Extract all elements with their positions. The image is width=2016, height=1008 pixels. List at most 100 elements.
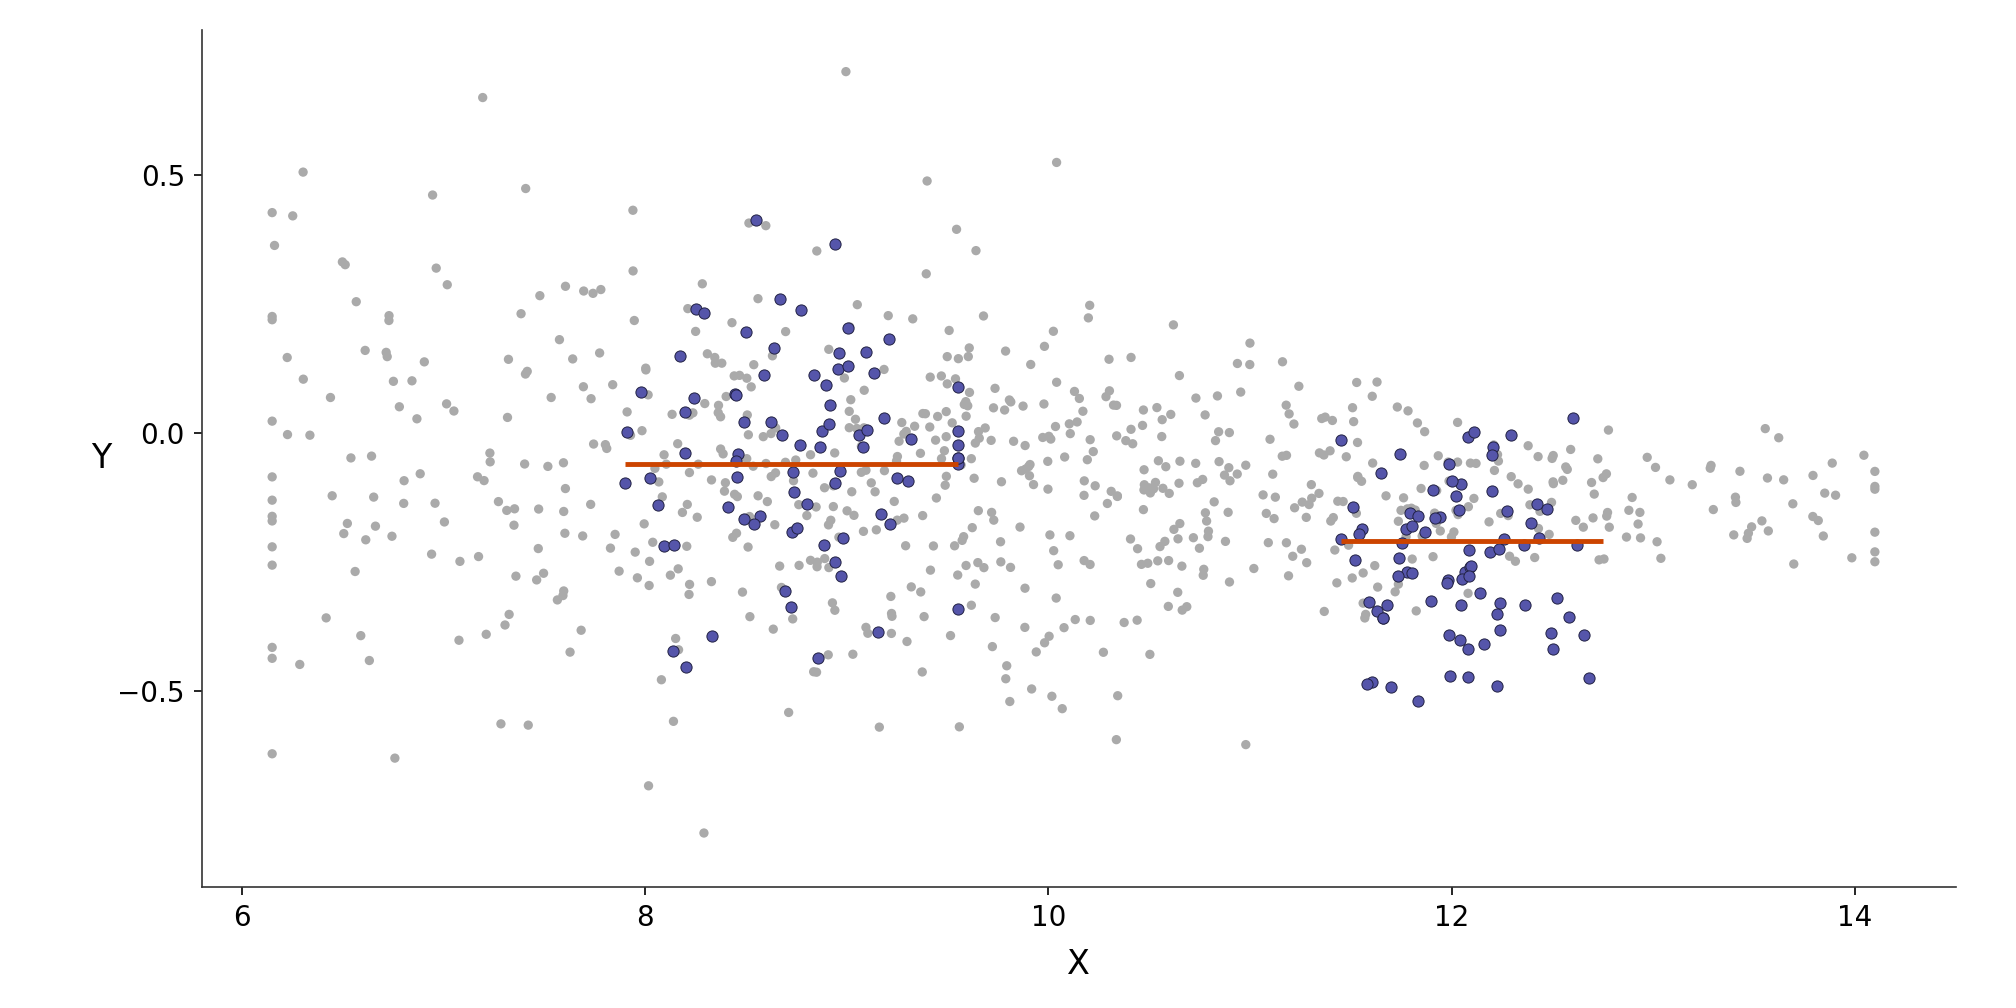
Point: [617, 263, 649, 279]
Point: [1337, 399, 1369, 415]
Point: [782, 497, 814, 513]
Point: [768, 583, 800, 599]
Point: [1179, 456, 1212, 472]
X-axis label: X: X: [1066, 949, 1091, 982]
Point: [1556, 410, 1589, 426]
Point: [1214, 460, 1246, 476]
Point: [520, 572, 552, 588]
Point: [681, 457, 714, 473]
Point: [1623, 504, 1655, 520]
Point: [1155, 406, 1187, 422]
Point: [730, 370, 762, 386]
Point: [1433, 473, 1466, 489]
Point: [1127, 482, 1159, 498]
Point: [1341, 505, 1373, 521]
Point: [1750, 420, 1782, 436]
Point: [1028, 339, 1060, 355]
Point: [1536, 451, 1568, 467]
Point: [357, 489, 389, 505]
Point: [625, 422, 657, 438]
Point: [816, 595, 849, 611]
Point: [1391, 563, 1423, 580]
Point: [740, 213, 772, 229]
Point: [619, 312, 651, 329]
Point: [1202, 388, 1234, 404]
Point: [1488, 530, 1520, 546]
Point: [1508, 537, 1540, 553]
Point: [976, 504, 1008, 520]
Point: [1361, 603, 1393, 619]
Point: [794, 552, 827, 569]
Point: [1343, 469, 1375, 485]
Point: [1724, 464, 1756, 480]
Point: [1163, 454, 1195, 470]
Point: [1097, 397, 1129, 413]
Point: [1381, 399, 1413, 415]
Point: [1625, 530, 1657, 546]
Point: [960, 435, 992, 452]
Point: [1653, 472, 1685, 488]
Point: [800, 499, 833, 515]
Point: [1101, 427, 1133, 444]
Point: [1101, 489, 1133, 505]
Point: [256, 650, 288, 666]
Point: [1171, 599, 1204, 615]
Point: [1141, 552, 1173, 569]
Point: [1365, 465, 1397, 481]
Point: [776, 611, 808, 627]
Point: [1040, 374, 1073, 390]
Point: [1018, 477, 1050, 493]
Point: [776, 523, 808, 539]
Point: [885, 414, 917, 430]
Point: [673, 577, 706, 593]
Point: [641, 497, 673, 513]
Point: [1433, 668, 1466, 684]
Point: [387, 495, 419, 511]
Point: [444, 553, 476, 570]
Point: [776, 599, 808, 615]
Point: [758, 621, 790, 637]
Point: [851, 344, 883, 360]
Point: [546, 455, 579, 471]
Point: [718, 486, 750, 502]
Point: [1593, 519, 1625, 535]
Point: [1077, 444, 1109, 460]
Point: [1452, 499, 1484, 515]
Point: [1278, 500, 1310, 516]
Point: [1433, 457, 1466, 473]
Point: [1383, 446, 1415, 462]
Point: [657, 714, 689, 730]
Point: [1695, 458, 1728, 474]
Point: [1127, 502, 1159, 518]
Point: [816, 499, 849, 515]
Point: [929, 477, 962, 493]
Point: [383, 399, 415, 415]
Point: [873, 307, 905, 324]
Point: [329, 525, 361, 541]
Point: [1500, 553, 1532, 570]
Point: [1230, 737, 1262, 753]
Point: [431, 396, 464, 412]
Point: [329, 257, 361, 273]
Point: [631, 387, 663, 403]
Point: [1256, 466, 1288, 482]
Point: [603, 563, 635, 580]
Point: [566, 528, 599, 544]
Point: [756, 469, 788, 485]
Point: [1266, 354, 1298, 370]
Point: [835, 392, 867, 408]
Point: [1395, 518, 1427, 534]
Point: [1292, 497, 1325, 513]
Point: [1591, 504, 1623, 520]
Point: [1407, 458, 1439, 474]
Point: [651, 456, 683, 472]
Point: [847, 439, 879, 456]
Point: [931, 349, 964, 365]
Point: [772, 705, 804, 721]
Point: [256, 469, 288, 485]
Point: [1042, 556, 1075, 573]
Point: [710, 475, 742, 491]
Point: [881, 449, 913, 465]
Point: [401, 410, 433, 426]
Point: [1452, 641, 1484, 657]
